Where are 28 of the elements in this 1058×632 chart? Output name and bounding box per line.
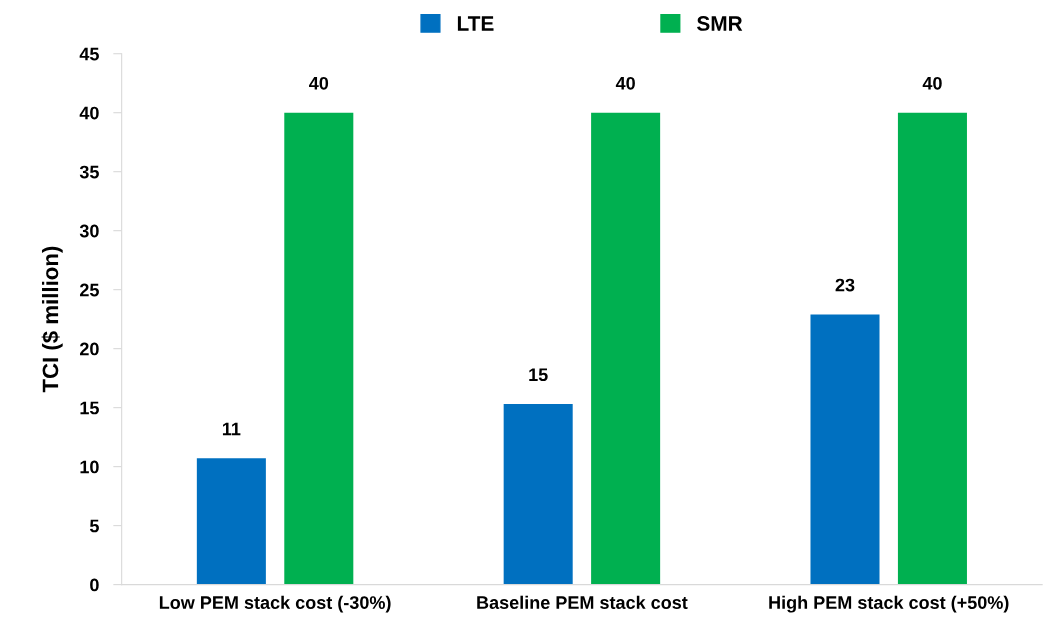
y-tick-label: 25	[79, 283, 99, 297]
y-tick-label: 0	[90, 578, 99, 592]
legend-label: SMR	[697, 16, 743, 31]
y-tick-label: 35	[79, 165, 99, 179]
y-tick-label: 30	[79, 224, 99, 238]
bar	[591, 112, 661, 585]
bar	[897, 112, 967, 585]
y-tick-label: 5	[89, 519, 99, 533]
bar	[503, 404, 573, 585]
data-label: 11	[222, 422, 241, 436]
y-tick-label: 20	[79, 342, 99, 356]
data-label: 23	[835, 278, 855, 292]
data-label: 40	[615, 76, 635, 90]
y-tick-label: 15	[80, 401, 99, 415]
x-tick-label: High PEM stack cost (+50%)	[769, 595, 1009, 613]
x-tick-label: Baseline PEM stack cost	[477, 595, 688, 609]
data-label: 40	[922, 76, 942, 90]
x-tick-label: Low PEM stack cost (-30%)	[159, 595, 391, 613]
bar	[196, 458, 266, 585]
y-tick-label: 10	[80, 460, 99, 474]
data-label: 40	[309, 76, 329, 90]
legend-label: LTE	[457, 16, 494, 31]
data-label: 15	[529, 368, 548, 382]
y-axis-title: TCI ($ million)	[41, 246, 63, 393]
y-tick-label: 40	[79, 106, 99, 120]
y-tick-label: 45	[79, 47, 99, 61]
bar	[284, 112, 354, 585]
bar	[810, 314, 880, 585]
